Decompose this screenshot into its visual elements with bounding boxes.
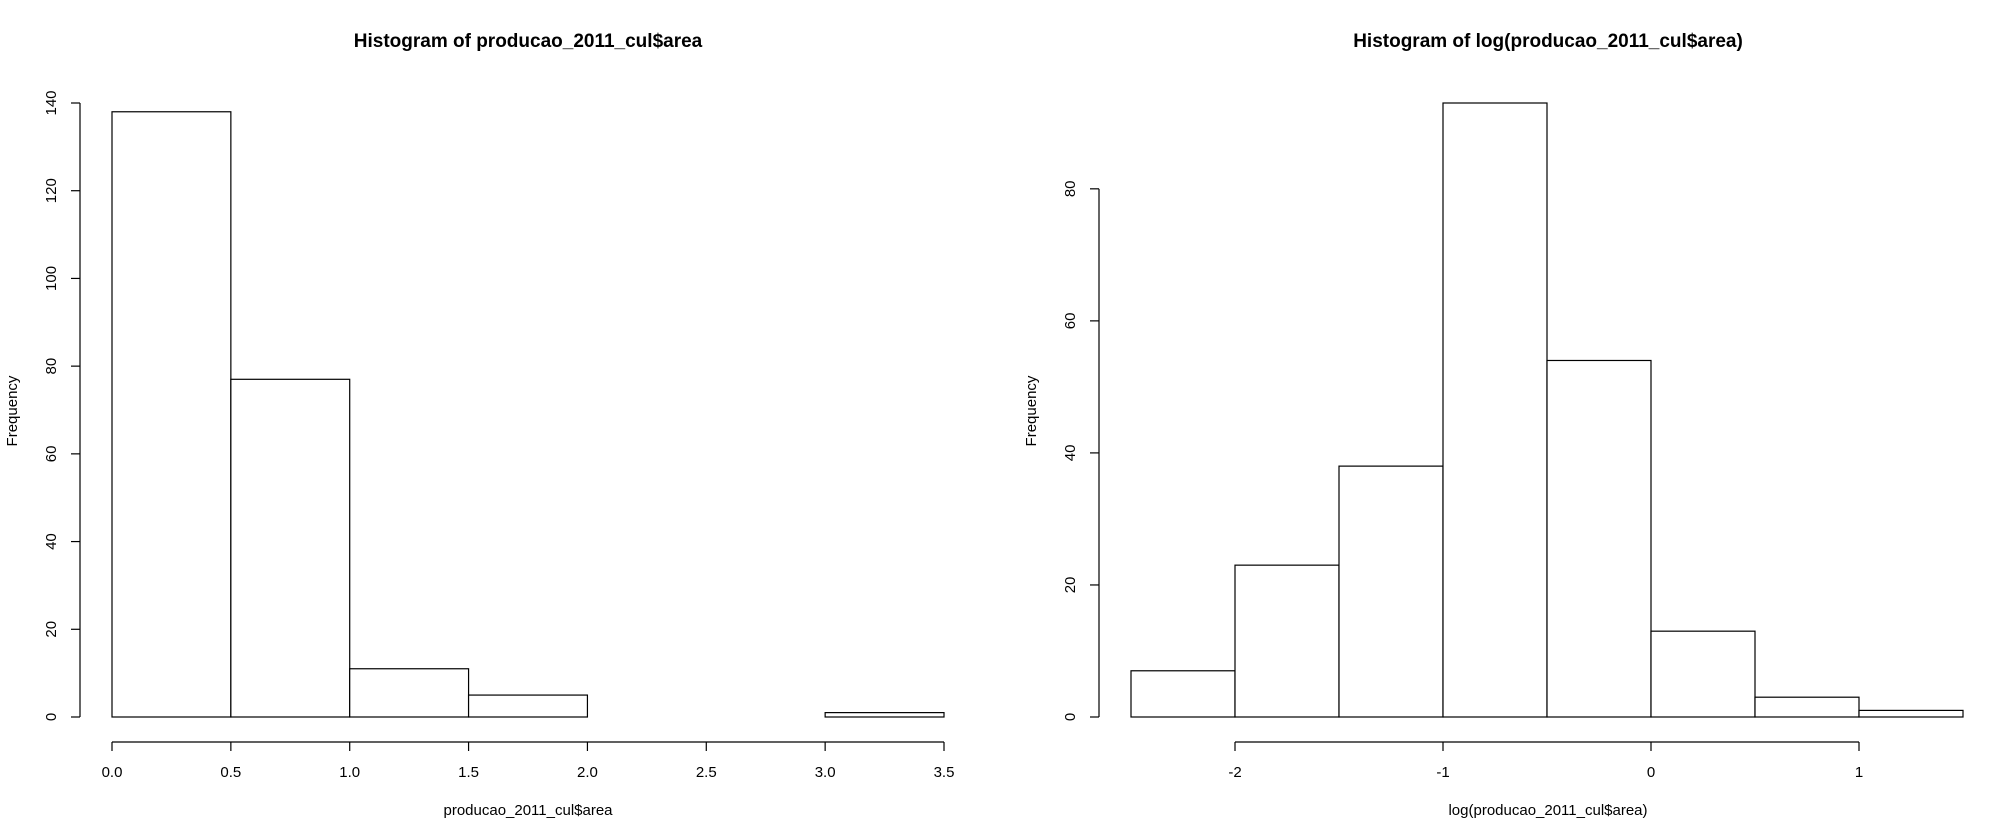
x-tick-label: -1 <box>1436 764 1449 781</box>
y-tick-label: 80 <box>1062 180 1079 197</box>
histogram-bar <box>467 694 589 718</box>
histogram-bar <box>1754 696 1860 718</box>
x-tick-label: 1.0 <box>339 764 360 781</box>
histogram-bar <box>1650 630 1756 718</box>
y-tick-label: 20 <box>1062 577 1079 594</box>
y-axis-label: Frequency <box>1023 375 1040 446</box>
histogram-bar <box>111 111 232 718</box>
y-tick-label: 100 <box>43 266 60 291</box>
x-tick-label: -2 <box>1228 764 1241 781</box>
x-tick-label: 0 <box>1647 764 1655 781</box>
y-tick-label: 140 <box>43 90 60 115</box>
histogram-bar <box>349 668 470 718</box>
histogram-panel-log-area: Histogram of log(producao_2011_cul$area)… <box>1023 31 1964 819</box>
chart-title: Histogram of log(producao_2011_cul$area) <box>1353 31 1743 52</box>
histogram-bar <box>1338 465 1444 718</box>
y-tick-label: 0 <box>1062 713 1079 721</box>
histogram-bar <box>1130 670 1236 718</box>
x-tick-label: 0.5 <box>220 764 241 781</box>
x-axis-label: log(producao_2011_cul$area) <box>1448 802 1647 819</box>
y-tick-label: 120 <box>43 178 60 203</box>
y-axis-label: Frequency <box>4 375 21 446</box>
x-tick-label: 2.0 <box>577 764 598 781</box>
x-tick-label: 3.0 <box>815 764 836 781</box>
histogram-bar <box>1234 564 1340 718</box>
x-tick-label: 3.5 <box>934 764 955 781</box>
y-tick-label: 20 <box>43 621 60 638</box>
x-tick-label: 2.5 <box>696 764 717 781</box>
x-axis: 0.0 0.5 1.0 1.5 2.0 2.5 3.0 3.5 <box>102 741 955 781</box>
histogram-bar <box>824 712 945 718</box>
histogram-bar <box>230 378 351 718</box>
y-tick-label: 40 <box>1062 445 1079 462</box>
y-tick-label: 0 <box>43 713 60 721</box>
histogram-bar <box>1858 709 1964 718</box>
bars <box>111 111 945 718</box>
y-tick-label: 80 <box>43 358 60 375</box>
histogram-bar <box>1546 359 1652 718</box>
y-tick-label: 60 <box>1062 313 1079 330</box>
y-tick-label: 60 <box>43 446 60 463</box>
x-axis: -2 -1 0 1 <box>1228 741 1863 781</box>
histogram-bar <box>1442 102 1548 718</box>
y-axis: 0 20 40 60 80 100 120 140 <box>43 90 81 721</box>
histogram-panel-area: Histogram of producao_2011_cul$area prod… <box>4 31 954 819</box>
x-tick-label: 1.5 <box>458 764 479 781</box>
chart-title: Histogram of producao_2011_cul$area <box>354 31 703 52</box>
bars <box>1130 102 1964 718</box>
y-axis: 0 20 40 60 80 <box>1062 180 1100 721</box>
x-tick-label: 0.0 <box>102 764 123 781</box>
y-tick-label: 40 <box>43 533 60 550</box>
x-tick-label: 1 <box>1855 764 1863 781</box>
x-axis-label: producao_2011_cul$area <box>443 802 613 819</box>
